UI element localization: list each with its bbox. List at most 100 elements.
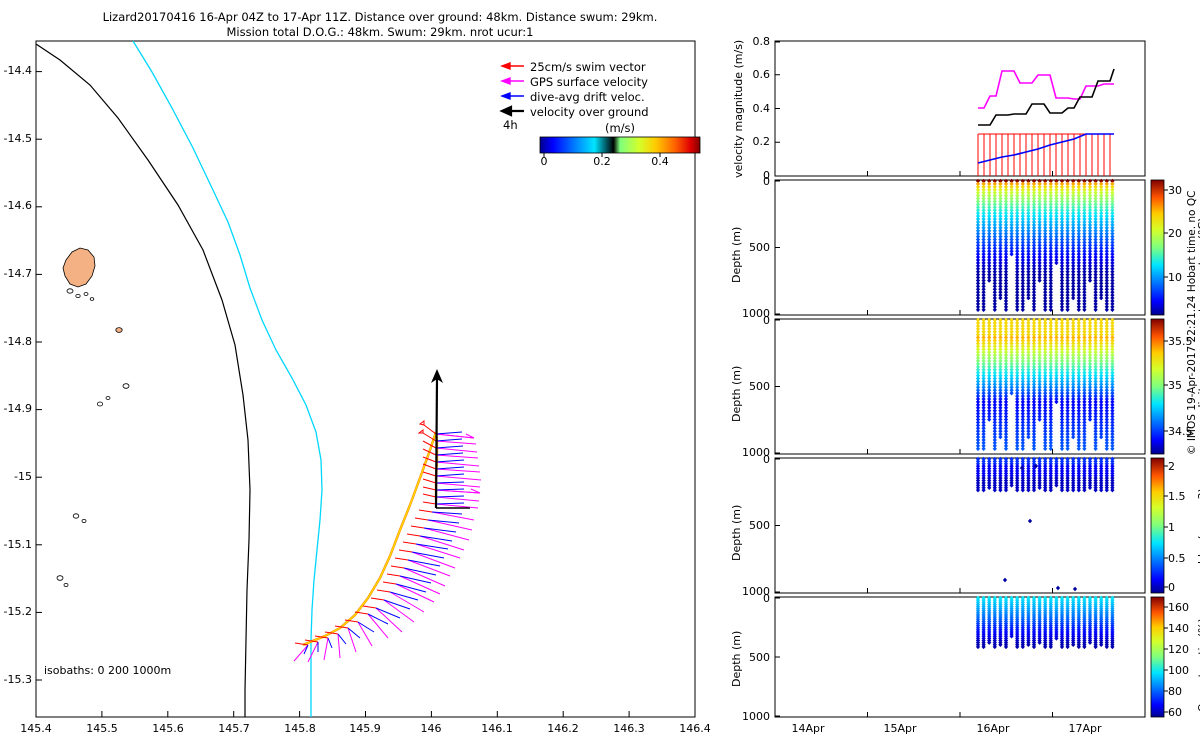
map-colorbar (539, 136, 701, 157)
map-ytick-1: -14.5 (3, 132, 32, 145)
ox-cb-tick-2: 100 (1168, 664, 1189, 677)
ox-ytick-1: 500 (749, 651, 770, 664)
reef-dot (115, 327, 123, 333)
map-xtick-1: 145.5 (86, 722, 118, 735)
reef-dot (122, 383, 130, 389)
gps-surface-velocity-vectors (293, 433, 482, 663)
sal-ytick-1: 500 (749, 380, 770, 393)
temp-ylabel: Depth (m) (730, 226, 743, 283)
map-ytick-7: -15.1 (3, 538, 32, 551)
reef-dot (56, 575, 64, 581)
map-xtick-0: 145.4 (20, 722, 52, 735)
ox-cb-label: Ox. sat. ratio (%) (1196, 618, 1200, 712)
vel-ytick-0: 0 (763, 169, 770, 182)
reef-dot (83, 292, 89, 296)
map-xtick-7: 146.1 (481, 722, 513, 735)
isobath-200m (132, 40, 323, 717)
reef-dot (63, 583, 69, 588)
oxygen-svg (774, 595, 1146, 718)
isobath-0m (35, 43, 251, 717)
oxygen-panel (774, 595, 1146, 718)
map-colorbar-tick-0: 0 (540, 155, 548, 168)
map-ytick-3: -14.7 (3, 267, 32, 280)
map-xtick-10: 146.4 (679, 722, 711, 735)
lizard-island (62, 247, 96, 288)
ox-cb-tick-1: 80 (1168, 685, 1182, 698)
isobath-note: isobaths: 0 200 1000m (44, 664, 172, 677)
chlorophyll-panel (774, 456, 1146, 594)
time-xtick-2: 16Apr (976, 722, 1010, 735)
ox-cb-tick-3: 120 (1168, 643, 1189, 656)
ox-ytick-0: 0 (763, 592, 770, 605)
chl-ytick-2: 1000 (742, 585, 770, 598)
sal-cb-tick-1: 35 (1168, 379, 1182, 392)
map-y-ticks (36, 71, 42, 681)
time-xtick-1: 15Apr (883, 722, 917, 735)
temp-ytick-1: 500 (749, 241, 770, 254)
temperature-svg (774, 178, 1146, 316)
map-colorbar-tick-1: 0.2 (593, 155, 611, 168)
ox-cb-tick-4: 140 (1168, 622, 1189, 635)
chl-ytick-0: 0 (763, 453, 770, 466)
map-xtick-8: 146.2 (547, 722, 579, 735)
map-xtick-2: 145.6 (152, 722, 184, 735)
time-xtick-3: 17Apr (1068, 722, 1102, 735)
map-xtick-5: 145.9 (349, 722, 381, 735)
map-ytick-2: -14.6 (3, 199, 32, 212)
salinity-colorbar (1150, 318, 1168, 455)
map-frame (35, 40, 696, 718)
map-xtick-3: 145.7 (218, 722, 250, 735)
temp-cb-tick-0: 10 (1168, 271, 1182, 284)
velocity-over-ground-line (978, 68, 1115, 126)
chl-cb-tick-1: 0.5 (1168, 552, 1186, 565)
salinity-panel (774, 317, 1146, 455)
temp-ytick-0: 0 (763, 175, 770, 188)
oxygen-profiles (975, 595, 1115, 650)
legend-label-swim: 25cm/s swim vector (530, 60, 646, 74)
vel-ytick-1: 0.2 (752, 135, 771, 148)
oxygen-colorbar (1150, 596, 1168, 718)
drift-velocity-line (977, 133, 1114, 164)
map-xtick-9: 146.3 (613, 722, 645, 735)
vel-ytick-4: 0.8 (752, 35, 771, 48)
reef-dot (75, 293, 81, 298)
chlorophyll-profiles (975, 456, 1115, 592)
chl-ytick-1: 500 (749, 519, 770, 532)
velocity-magnitude-panel (774, 40, 1146, 177)
salinity-profiles (975, 317, 1115, 452)
sal-cb-tick-2: 35.5 (1168, 335, 1193, 348)
chl-cb-tick-4: 2 (1168, 460, 1175, 473)
temperature-panel (774, 178, 1146, 316)
chl-cb-tick-3: 1.5 (1168, 490, 1186, 503)
legend-label-vog: velocity over ground (530, 105, 649, 119)
sal-ytick-2: 1000 (742, 446, 770, 459)
map-legend-svg (499, 61, 524, 117)
ox-ytick-2: 1000 (742, 710, 770, 723)
temp-cb-tick-1: 20 (1168, 227, 1182, 240)
map-ytick-6: -15 (14, 470, 32, 483)
page-title-line1: Lizard20170416 16-Apr 04Z to 17-Apr 11Z.… (102, 10, 658, 24)
vel-ylabel: velocity magnitude (m/s) (732, 39, 745, 178)
page-title-line2: Mission total D.O.G.: 48km. Swum: 29km. … (226, 25, 534, 39)
swim-vector-bars (977, 133, 1114, 176)
map-xtick-6: 146 (420, 722, 442, 735)
map-ytick-4: -14.8 (3, 335, 32, 348)
temp-cb-tick-2: 30 (1168, 184, 1182, 197)
reef-dot (89, 297, 95, 301)
time-xtick-0: 14Apr (791, 722, 825, 735)
map-ytick-8: -15.2 (3, 605, 32, 618)
map-ytick-9: -15.3 (3, 673, 32, 686)
sal-ytick-0: 0 (763, 314, 770, 327)
temp-ytick-2: 1000 (742, 307, 770, 320)
map-colorbar-svg (539, 136, 701, 157)
reef-dot (81, 519, 87, 524)
map-xtick-4: 145.8 (284, 722, 316, 735)
temperature-colorbar (1150, 179, 1168, 316)
velocity-over-ground-arrow (431, 369, 470, 509)
legend-label-gps: GPS surface velocity (530, 75, 648, 89)
map-ytick-0: -14.4 (3, 64, 32, 77)
legend-swatch-drift (500, 91, 524, 101)
sal-ylabel: Depth (m) (730, 365, 743, 422)
gps-velocity-line (978, 70, 1114, 109)
temperature-profiles (975, 178, 1115, 313)
